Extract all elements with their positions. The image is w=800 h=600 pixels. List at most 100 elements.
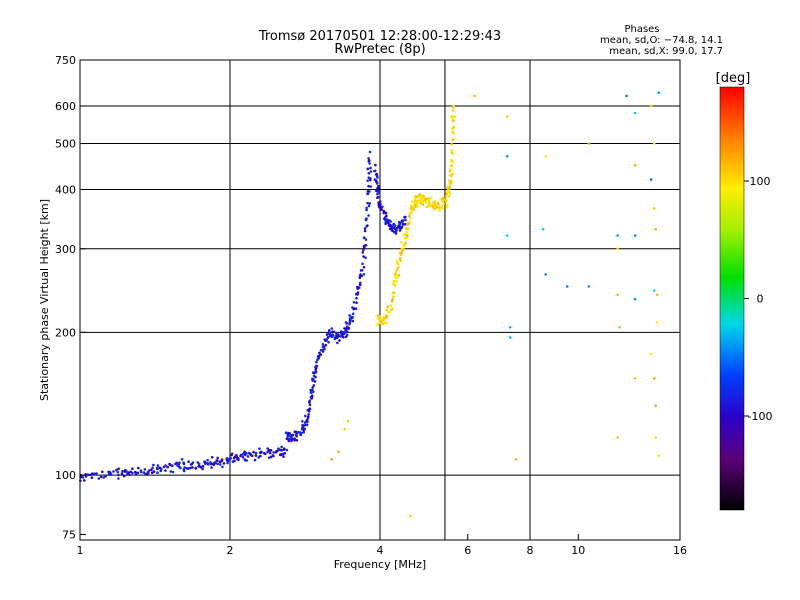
data-point (440, 199, 444, 203)
data-point (307, 410, 311, 413)
data-point (388, 311, 391, 314)
data-point (355, 296, 358, 300)
data-point (338, 339, 341, 342)
data-point (633, 164, 637, 167)
data-point (226, 461, 229, 465)
data-point (414, 204, 417, 207)
data-point (382, 211, 386, 215)
data-point (90, 476, 94, 480)
data-point (369, 166, 372, 170)
data-point (290, 439, 293, 443)
data-point (616, 293, 619, 297)
data-point (404, 241, 407, 245)
data-point (337, 335, 340, 338)
data-point (305, 423, 309, 427)
data-point (194, 467, 198, 470)
data-point (159, 469, 163, 473)
data-point (362, 248, 365, 252)
data-point (336, 341, 339, 345)
data-point (395, 276, 399, 279)
data-point (364, 243, 368, 247)
data-point (445, 206, 448, 209)
data-point (268, 451, 272, 455)
data-point (308, 401, 311, 404)
data-point (326, 335, 330, 339)
data-point (419, 198, 423, 202)
data-point (150, 471, 154, 475)
data-point (505, 234, 509, 237)
data-point (254, 451, 258, 455)
data-point (117, 467, 120, 471)
data-point (325, 338, 328, 341)
data-point (452, 152, 455, 155)
data-point (280, 445, 284, 449)
data-point (333, 337, 337, 341)
data-point (508, 326, 512, 329)
data-point (166, 465, 169, 469)
data-point (378, 316, 382, 320)
data-point (283, 447, 286, 451)
data-point (366, 224, 369, 227)
data-point (318, 353, 322, 356)
data-point (101, 470, 104, 474)
data-point (445, 186, 449, 189)
data-point (415, 202, 419, 206)
data-point (395, 260, 399, 263)
data-point (452, 104, 455, 108)
data-point (345, 333, 349, 337)
data-point (210, 456, 214, 459)
data-point (401, 219, 405, 222)
data-point (385, 214, 388, 218)
data-point (250, 454, 254, 458)
data-point (433, 207, 437, 211)
data-point (398, 223, 402, 226)
colorbar-ticks: 100 0 -100 (744, 175, 772, 423)
data-point (102, 476, 105, 479)
data-point (312, 371, 316, 375)
data-point (395, 279, 398, 283)
data-point (365, 206, 368, 210)
data-point (287, 439, 291, 443)
data-point (436, 201, 440, 205)
data-point (380, 320, 383, 324)
data-point (369, 185, 373, 188)
data-point (332, 330, 336, 334)
data-point (291, 433, 295, 437)
data-point (306, 415, 310, 419)
data-point (445, 200, 448, 203)
data-point (312, 384, 316, 387)
data-point (448, 187, 451, 191)
data-point (121, 469, 124, 473)
data-point (367, 172, 371, 175)
data-point (319, 349, 323, 352)
data-point (385, 314, 389, 317)
data-point (410, 200, 414, 204)
data-point (403, 233, 407, 236)
data-point (311, 386, 315, 389)
phases-heading: Phases (624, 24, 659, 35)
data-point (335, 332, 338, 335)
data-point (225, 457, 229, 460)
data-point (269, 449, 273, 452)
data-point (245, 459, 248, 462)
data-point (448, 173, 452, 177)
data-point (342, 335, 345, 339)
data-point (654, 404, 657, 408)
data-point (384, 211, 388, 215)
data-point (406, 234, 409, 237)
data-point (633, 234, 637, 237)
data-point (356, 291, 360, 294)
data-point (384, 222, 388, 226)
data-point (375, 172, 379, 176)
data-point (404, 243, 407, 247)
data-point (393, 273, 397, 276)
data-point (418, 193, 422, 197)
data-point (565, 285, 569, 288)
data-point (148, 469, 151, 472)
phases-x-line: mean, sd,X: 99.0, 17.7 (609, 46, 723, 57)
data-point (364, 238, 368, 241)
data-point (314, 370, 318, 374)
data-point (395, 226, 399, 230)
data-point (123, 470, 127, 473)
data-point (625, 94, 628, 98)
